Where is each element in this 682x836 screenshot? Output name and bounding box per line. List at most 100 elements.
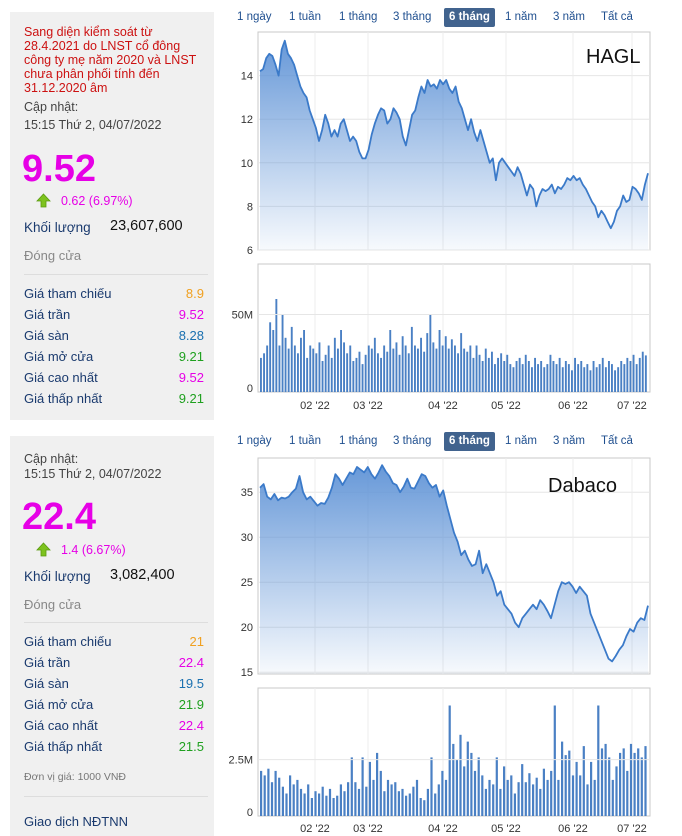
volume-bar bbox=[260, 770, 263, 816]
volume-bar bbox=[608, 757, 611, 816]
stat-value: 22.4 bbox=[178, 718, 204, 733]
volume-bar bbox=[383, 345, 386, 392]
update-label: Cập nhật: bbox=[24, 100, 79, 114]
volume-bar bbox=[534, 357, 536, 392]
volume-bar bbox=[518, 357, 521, 392]
volume-bar bbox=[495, 757, 498, 816]
volume-bar bbox=[358, 351, 361, 392]
volume-bar bbox=[327, 345, 330, 392]
tab-3-năm[interactable]: 3 năm bbox=[553, 435, 585, 447]
tab-6-tháng[interactable]: 6 tháng bbox=[444, 8, 495, 27]
volume-bar bbox=[414, 345, 416, 392]
tab-3-năm[interactable]: 3 năm bbox=[553, 11, 585, 23]
tab-1-năm[interactable]: 1 năm bbox=[505, 435, 537, 447]
x-tick-label: 06 '22 bbox=[558, 400, 588, 412]
volume-bar bbox=[390, 784, 393, 816]
volume-bar bbox=[408, 793, 411, 816]
tab-1-năm[interactable]: 1 năm bbox=[505, 11, 537, 23]
y-tick-label: 14 bbox=[241, 71, 253, 83]
volume-bar bbox=[332, 798, 335, 816]
volume-bar bbox=[546, 364, 549, 392]
volume-bar bbox=[626, 357, 629, 392]
tab-Tất-cả[interactable]: Tất cả bbox=[601, 11, 633, 23]
volume-bar bbox=[296, 779, 299, 816]
volume-bar bbox=[377, 353, 379, 393]
volume-bar bbox=[521, 364, 524, 392]
volume-bar bbox=[574, 357, 576, 392]
tab-1-tuần[interactable]: 1 tuần bbox=[289, 11, 321, 23]
stat-label: Giá tham chiếu bbox=[24, 634, 112, 649]
volume-bar bbox=[552, 361, 555, 392]
tab-1-ngày[interactable]: 1 ngày bbox=[237, 435, 272, 447]
volume-bar bbox=[500, 353, 503, 393]
arrow-up-icon bbox=[36, 193, 51, 208]
volume-bar bbox=[284, 337, 287, 393]
volume-bar bbox=[417, 348, 419, 392]
volume-bar bbox=[557, 779, 560, 816]
tab-1-tuần[interactable]: 1 tuần bbox=[289, 435, 321, 447]
volume-bar bbox=[361, 364, 364, 392]
volume-bar bbox=[601, 357, 604, 392]
volume-bar bbox=[372, 779, 375, 816]
stat-label: Giá cao nhất bbox=[24, 718, 98, 733]
volume-bar bbox=[306, 357, 309, 392]
volume-bar bbox=[292, 784, 295, 816]
price-line bbox=[259, 464, 649, 663]
volume-bar bbox=[444, 336, 447, 392]
volume-bar bbox=[484, 788, 487, 816]
volume-bar bbox=[469, 345, 472, 392]
tab-3-tháng[interactable]: 3 tháng bbox=[393, 435, 432, 447]
stat-value: 22.4 bbox=[178, 655, 204, 670]
volume-bar bbox=[266, 345, 269, 392]
volume-bar bbox=[644, 355, 647, 392]
volume-bar bbox=[303, 330, 305, 392]
tab-3-tháng[interactable]: 3 tháng bbox=[393, 11, 432, 23]
x-tick-label: 04 '22 bbox=[428, 823, 458, 835]
volume-bar bbox=[491, 351, 493, 392]
volume-bar bbox=[503, 766, 506, 816]
volume-bar bbox=[419, 798, 422, 816]
volume-bar bbox=[437, 784, 440, 816]
volume-bar bbox=[349, 345, 352, 392]
volume-bar bbox=[537, 364, 539, 392]
volume-bar bbox=[365, 786, 368, 816]
volume-bar bbox=[575, 761, 578, 816]
volume-bar bbox=[383, 791, 386, 816]
stat-value: 21.5 bbox=[178, 739, 204, 754]
volume-tick-label: 50M bbox=[232, 310, 253, 322]
update-time: 15:15 Thứ 2, 04/07/2022 bbox=[24, 467, 162, 481]
foreign-trading-link[interactable]: Giao dịch NĐTNN bbox=[24, 814, 129, 829]
volume-bar bbox=[629, 361, 632, 392]
volume-bar bbox=[263, 353, 265, 393]
volume-bar bbox=[558, 357, 561, 392]
stat-label: Giá sàn bbox=[24, 676, 69, 691]
volume-bar bbox=[389, 330, 392, 392]
y-tick-label: 10 bbox=[241, 158, 253, 170]
volume-bar bbox=[564, 755, 567, 816]
tab-1-tháng[interactable]: 1 tháng bbox=[339, 11, 378, 23]
tab-6-tháng[interactable]: 6 tháng bbox=[444, 432, 495, 451]
tab-Tất-cả[interactable]: Tất cả bbox=[601, 435, 633, 447]
tab-1-ngày[interactable]: 1 ngày bbox=[237, 11, 272, 23]
volume-bar bbox=[555, 364, 558, 392]
tab-1-tháng[interactable]: 1 tháng bbox=[339, 435, 378, 447]
volume-bar bbox=[509, 364, 512, 392]
volume-bar bbox=[481, 775, 484, 816]
chart-ticker-title: HAGL bbox=[586, 46, 640, 68]
price-change-value: 0.62 (6.97%) bbox=[61, 193, 133, 208]
stat-row: Giá cao nhất 9.52 bbox=[24, 370, 204, 390]
stat-row: Giá mở cửa 9.21 bbox=[24, 349, 204, 369]
stock-info-panel-dabaco: Cập nhật: 15:15 Thứ 2, 04/07/2022 22.4 1… bbox=[10, 436, 214, 836]
stat-value: 21.9 bbox=[178, 697, 204, 712]
volume-bar bbox=[290, 326, 293, 392]
y-tick-label: 8 bbox=[247, 201, 253, 213]
volume-bar bbox=[506, 779, 509, 816]
volume-bar bbox=[285, 793, 288, 816]
volume-bar bbox=[337, 348, 339, 392]
y-tick-label: 20 bbox=[241, 622, 253, 634]
volume-bar bbox=[352, 361, 355, 392]
volume-bar bbox=[432, 342, 435, 392]
update-time: 15:15 Thứ 2, 04/07/2022 bbox=[24, 118, 162, 132]
volume-bar bbox=[330, 357, 333, 392]
volume-bar bbox=[614, 370, 616, 392]
